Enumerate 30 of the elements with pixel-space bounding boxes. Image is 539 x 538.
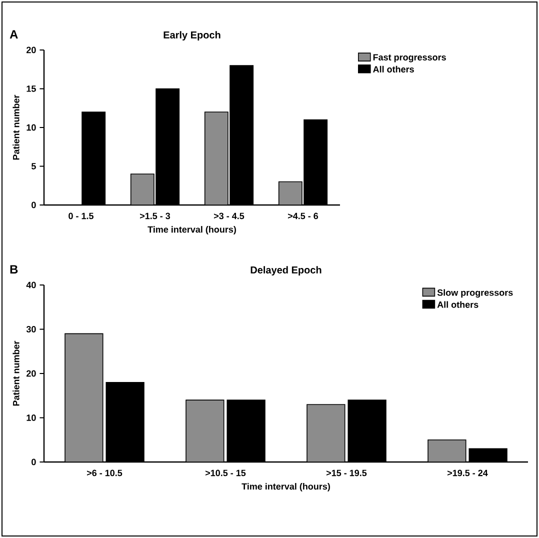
x-tick-label: >15 - 19.5	[326, 470, 367, 476]
x-tick-label: >10.5 - 15	[205, 470, 246, 476]
y-tick-label: 30	[26, 326, 36, 332]
x-tick-label: >4.5 - 6	[288, 212, 318, 220]
y-tick-label: 0	[32, 458, 36, 466]
y-tick-label: 10	[26, 414, 36, 421]
text: B	[10, 265, 18, 274]
y-tick-label: 10	[26, 124, 36, 131]
legend-label: All others	[437, 301, 478, 308]
chart-title: Delayed Epoch	[250, 266, 322, 276]
y-tick-label: 40	[26, 282, 36, 288]
x-tick-label: >19.5 - 24	[447, 470, 488, 476]
y-tick-label: 0	[32, 202, 36, 208]
x-axis-title: Time interval (hours)	[242, 483, 330, 492]
legend-label: Fast progressors	[373, 54, 446, 62]
chart-title: Early Epoch	[164, 31, 220, 40]
y-tick-label: 5	[31, 163, 36, 170]
y-axis-title: Patient number	[12, 94, 20, 160]
text: A	[10, 30, 18, 38]
legend-label: Slow progressors	[437, 289, 513, 298]
x-tick-label: 0 - 1.5	[68, 212, 94, 220]
y-tick-label: 20	[26, 370, 36, 377]
legend-label: All others	[373, 66, 414, 72]
x-tick-label: >1.5 - 3	[140, 212, 170, 220]
x-tick-label: >6 - 10.5	[86, 470, 122, 476]
y-tick-label: 15	[26, 86, 36, 92]
y-axis-title: Patient number	[12, 340, 20, 406]
x-tick-label: >3 - 4.5	[214, 212, 244, 220]
y-tick-label: 20	[26, 46, 36, 54]
x-axis-title: Time interval (hours)	[148, 226, 236, 234]
